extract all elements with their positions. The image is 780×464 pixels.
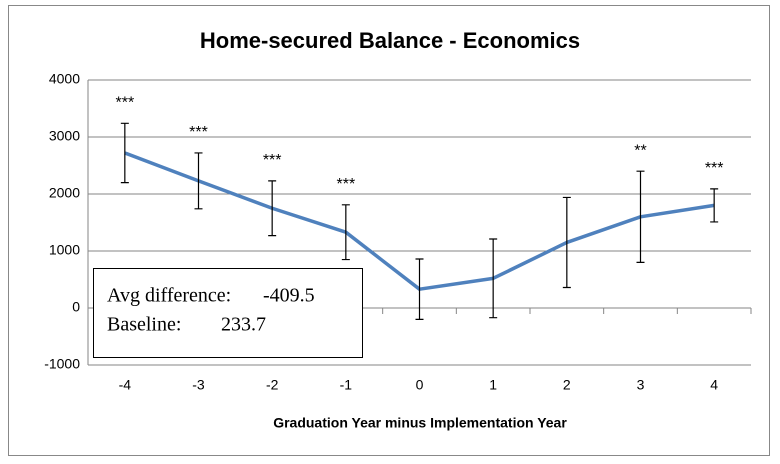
error-bar <box>341 204 350 261</box>
y-tick-label: 0 <box>72 299 80 315</box>
error-bar <box>120 122 129 184</box>
stats-label: Avg difference: <box>107 285 231 307</box>
significance-label: *** <box>263 152 282 169</box>
significance-label: *** <box>705 160 724 177</box>
error-bar <box>562 196 571 289</box>
y-tick-label: -1000 <box>44 356 80 372</box>
x-tick-label: -2 <box>266 377 279 393</box>
x-axis-label: Graduation Year minus Implementation Yea… <box>273 415 567 431</box>
error-bar <box>489 238 498 319</box>
error-bar <box>710 188 719 223</box>
x-tick-label: 3 <box>637 377 645 393</box>
x-tick-label: -3 <box>192 377 205 393</box>
x-tick-label: -4 <box>119 377 132 393</box>
significance-label: ** <box>634 142 646 159</box>
error-bar <box>636 170 645 263</box>
error-bar <box>415 258 424 320</box>
x-tick-label: -1 <box>340 377 353 393</box>
y-tick-label: 3000 <box>49 128 80 144</box>
x-tick-label: 0 <box>416 377 424 393</box>
stats-box <box>93 268 363 358</box>
x-tick-label: 1 <box>489 377 497 393</box>
y-tick-label: 4000 <box>49 71 80 87</box>
chart-title: Home-secured Balance - Economics <box>200 28 580 53</box>
x-tick-label: 2 <box>563 377 571 393</box>
stats-value: 233.7 <box>221 314 266 336</box>
significance-label: *** <box>115 95 134 112</box>
stats-value: -409.5 <box>263 285 315 307</box>
error-bar <box>268 180 277 237</box>
significance-label: *** <box>189 124 208 141</box>
x-tick-label: 4 <box>710 377 718 393</box>
significance-label: *** <box>336 176 355 193</box>
stats-label: Baseline: <box>107 314 181 336</box>
y-tick-label: 1000 <box>49 242 80 258</box>
y-tick-label: 2000 <box>49 185 80 201</box>
error-bar <box>194 152 203 210</box>
